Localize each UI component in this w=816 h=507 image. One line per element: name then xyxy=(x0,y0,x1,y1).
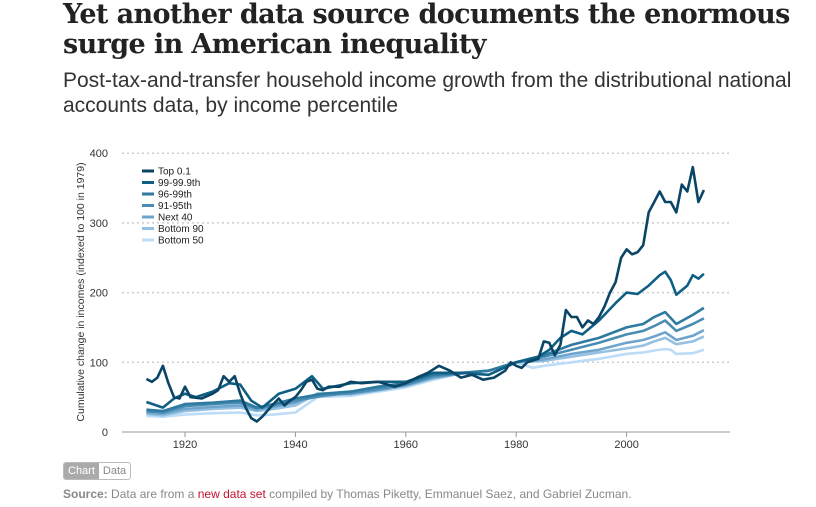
y-tick-label: 400 xyxy=(90,148,108,160)
legend-label: 91-95th xyxy=(158,201,192,212)
new-data-set-link[interactable]: new data set xyxy=(197,487,266,501)
y-axis-label: Cumulative change in incomes (indexed to… xyxy=(75,162,87,421)
source-label: Source: xyxy=(63,487,108,501)
chart-data-toggle: Chart Data xyxy=(63,462,132,480)
x-tick-label: 1940 xyxy=(283,439,307,451)
data-tab[interactable]: Data xyxy=(102,465,127,477)
source-text: Data are from a xyxy=(111,487,195,501)
x-tick-label: 2000 xyxy=(614,439,638,451)
y-tick-label: 300 xyxy=(90,218,108,230)
x-tick-label: 1920 xyxy=(173,439,197,451)
series-line-top-0-1 xyxy=(145,165,706,423)
y-axis: 0 100 200 300 400 xyxy=(90,148,108,439)
chart-tab[interactable]: Chart xyxy=(64,463,99,479)
source-text-end: compiled by Thomas Piketty, Emmanuel Sae… xyxy=(269,487,632,501)
series-line-91-95th xyxy=(146,317,705,414)
x-tick-label: 1980 xyxy=(504,439,528,451)
legend-label: Bottom 90 xyxy=(158,224,204,235)
legend-label: Bottom 50 xyxy=(158,236,204,247)
source-note: Source: Data are from a new data set com… xyxy=(63,487,632,501)
y-tick-label: 100 xyxy=(90,357,108,369)
series-line-96-99th xyxy=(146,306,705,413)
y-tick-label: 0 xyxy=(102,427,108,439)
series-line-99-99-9th xyxy=(145,270,705,409)
legend-label: 99-99.9th xyxy=(158,178,200,189)
line-chart: 0 100 200 300 400 1920 1940 1960 1980 2000 Cumul… xyxy=(75,148,730,451)
legend-label: Top 0.1 xyxy=(158,167,191,178)
chart-subtitle: Post-tax-and-transfer household income g… xyxy=(63,69,792,117)
x-tick-label: 1960 xyxy=(394,439,418,451)
x-axis: 1920 1940 1960 1980 2000 xyxy=(122,431,730,451)
legend-label: 96-99th xyxy=(158,190,192,201)
series-lines xyxy=(145,165,706,423)
y-tick-label: 200 xyxy=(90,288,108,300)
legend-label: Next 40 xyxy=(158,213,193,224)
chart-title: Yet another data source documents the en… xyxy=(63,0,790,60)
